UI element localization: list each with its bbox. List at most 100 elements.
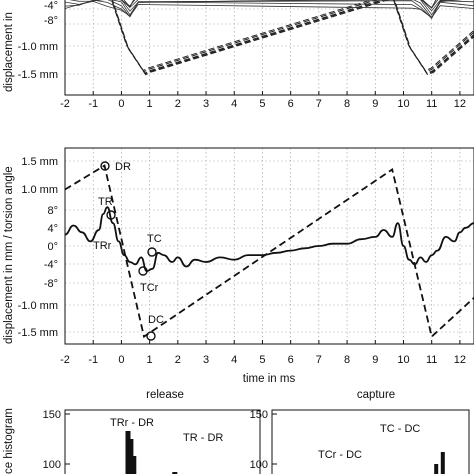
x-tick-label: 11 bbox=[426, 98, 437, 110]
y-tick-label: 100 bbox=[43, 459, 61, 471]
y-tick-label: -1.0 mm bbox=[18, 300, 58, 312]
x-tick-label: 10 bbox=[397, 98, 409, 110]
x-tick-label: -1 bbox=[88, 98, 98, 110]
annotation-tc-dc: TC - DC bbox=[380, 423, 420, 435]
panel-middle-frame bbox=[64, 147, 474, 345]
y-tick-label: -1.0 mm bbox=[18, 41, 58, 53]
y-tick-label: 1.5 mm bbox=[21, 156, 58, 168]
panel-top-y-axis-label: displacement in bbox=[3, 12, 15, 92]
histogram-release-frame bbox=[64, 409, 261, 474]
y-tick-label: 150 bbox=[250, 409, 268, 421]
annotation-tcr-dc: TCr - DC bbox=[318, 449, 362, 461]
y-tick-label: -1.5 mm bbox=[18, 327, 58, 339]
histogram-capture-frame bbox=[271, 409, 470, 474]
y-tick-label: 100 bbox=[250, 459, 268, 471]
x-tick-label: 8 bbox=[344, 354, 350, 366]
x-tick-label: -2 bbox=[60, 354, 70, 366]
x-tick-label: 2 bbox=[175, 354, 181, 366]
annotation-dc: DC bbox=[148, 314, 164, 326]
series-displacement-trace bbox=[111, 0, 474, 74]
x-tick-label: 6 bbox=[288, 354, 294, 366]
panel-middle-annotations: DR TR TRr TC TCr DC bbox=[93, 161, 164, 341]
x-tick-label: 1 bbox=[147, 354, 153, 366]
y-tick-label: -8° bbox=[44, 15, 58, 27]
series-displacement-trace bbox=[111, 0, 474, 73]
x-tick-label: 11 bbox=[426, 354, 437, 366]
y-tick-label: 8° bbox=[47, 205, 58, 217]
series-torsion-trace bbox=[93, 0, 460, 16]
x-tick-label: -1 bbox=[88, 354, 98, 366]
x-tick-label: 6 bbox=[288, 98, 294, 110]
series-torsion-trace bbox=[121, 0, 437, 8]
x-tick-label: 12 bbox=[454, 98, 466, 110]
panel-middle-grid bbox=[64, 148, 474, 344]
panel-middle-y-axis-label: displacement in mm / torsion angle bbox=[3, 166, 15, 344]
annotation-dr: DR bbox=[115, 161, 131, 173]
x-tick-label: 1 bbox=[147, 98, 153, 110]
panel-top-frame bbox=[64, 0, 474, 96]
y-tick-label: 150 bbox=[43, 409, 61, 421]
y-tick-label: -8° bbox=[44, 278, 58, 290]
histogram-bar-release bbox=[125, 431, 131, 474]
x-tick-label: 2 bbox=[175, 98, 181, 110]
marker-tcr bbox=[138, 266, 148, 276]
panel-top-y-ticks: -4° -8° -1.0 mm -1.5 mm bbox=[18, 0, 58, 81]
panel-middle-x-ticks: -2 -1 0 1 2 3 4 5 6 7 8 9 10 11 12 bbox=[60, 340, 466, 366]
panel-top: -2 -1 0 1 2 3 4 5 6 7 8 9 10 11 12 -4° -8° -1.0 mm -1.… bbox=[3, 0, 474, 110]
series-torsion-trace bbox=[65, 0, 474, 19]
x-tick-label: 0 bbox=[118, 354, 124, 366]
x-tick-label: 9 bbox=[372, 98, 378, 110]
histogram-release-title: release bbox=[146, 389, 184, 401]
panel-bottom: release capture ce histogram 150 100 150… bbox=[3, 389, 470, 474]
annotation-tcr: TCr bbox=[140, 282, 159, 294]
histogram-capture-title: capture bbox=[357, 389, 395, 401]
x-tick-label: 9 bbox=[372, 354, 378, 366]
histogram-bar-release bbox=[131, 456, 137, 474]
histogram-bar-capture bbox=[440, 452, 445, 474]
annotation-tr: TR bbox=[98, 196, 113, 208]
panel-middle: -2 -1 0 1 2 3 4 5 6 7 8 9 10 11 12 1.5 mm 1.0 mm 8° 4°… bbox=[3, 147, 474, 385]
series-displacement bbox=[65, 164, 474, 339]
marker-tc bbox=[147, 247, 157, 257]
x-tick-label: 0 bbox=[118, 98, 124, 110]
series-displacement-trace bbox=[111, 0, 474, 75]
x-tick-label: 4 bbox=[231, 354, 237, 366]
histogram-bar-capture bbox=[434, 464, 439, 474]
y-tick-label: 0° bbox=[47, 241, 58, 253]
x-tick-label: 8 bbox=[344, 98, 350, 110]
marker-dr bbox=[100, 161, 110, 171]
series-torsion-trace bbox=[118, 0, 439, 9]
annotation-trr: TRr bbox=[93, 240, 112, 252]
annotation-tc: TC bbox=[147, 233, 162, 245]
series-torsion bbox=[65, 206, 474, 273]
y-tick-label: 4° bbox=[47, 223, 58, 235]
x-tick-label: -2 bbox=[60, 98, 70, 110]
x-tick-label: 10 bbox=[397, 354, 409, 366]
y-tick-label: -4° bbox=[44, 0, 58, 12]
annotation-tr-dr: TR - DR bbox=[183, 432, 223, 444]
panel-top-grid bbox=[64, 0, 474, 95]
y-tick-label: -4° bbox=[44, 259, 58, 271]
x-tick-label: 7 bbox=[316, 354, 322, 366]
y-tick-label: -1.5 mm bbox=[18, 69, 58, 81]
x-tick-label: 5 bbox=[259, 98, 265, 110]
histogram-y-axis-label: ce histogram bbox=[3, 408, 15, 474]
histogram-bar-release bbox=[128, 439, 134, 474]
x-tick-label: 4 bbox=[231, 98, 237, 110]
histogram-bar-release bbox=[172, 472, 178, 474]
panel-middle-y-ticks: 1.5 mm 1.0 mm 8° 4° 0° -4° -8° -1.0 mm -… bbox=[18, 156, 58, 339]
x-tick-label: 12 bbox=[454, 354, 466, 366]
x-tick-label: 7 bbox=[316, 98, 322, 110]
x-tick-label: 3 bbox=[203, 98, 209, 110]
panel-middle-series bbox=[65, 164, 474, 339]
marker-dc bbox=[146, 331, 156, 341]
panel-top-series bbox=[65, 0, 474, 76]
x-tick-label: 3 bbox=[203, 354, 209, 366]
y-tick-label: 1.0 mm bbox=[21, 184, 58, 196]
marker-tr bbox=[106, 210, 116, 220]
panel-middle-x-axis-label: time in ms bbox=[243, 373, 296, 385]
x-tick-label: 5 bbox=[259, 354, 265, 366]
series-displacement-trace bbox=[111, 0, 474, 72]
histogram-bars bbox=[125, 431, 445, 474]
